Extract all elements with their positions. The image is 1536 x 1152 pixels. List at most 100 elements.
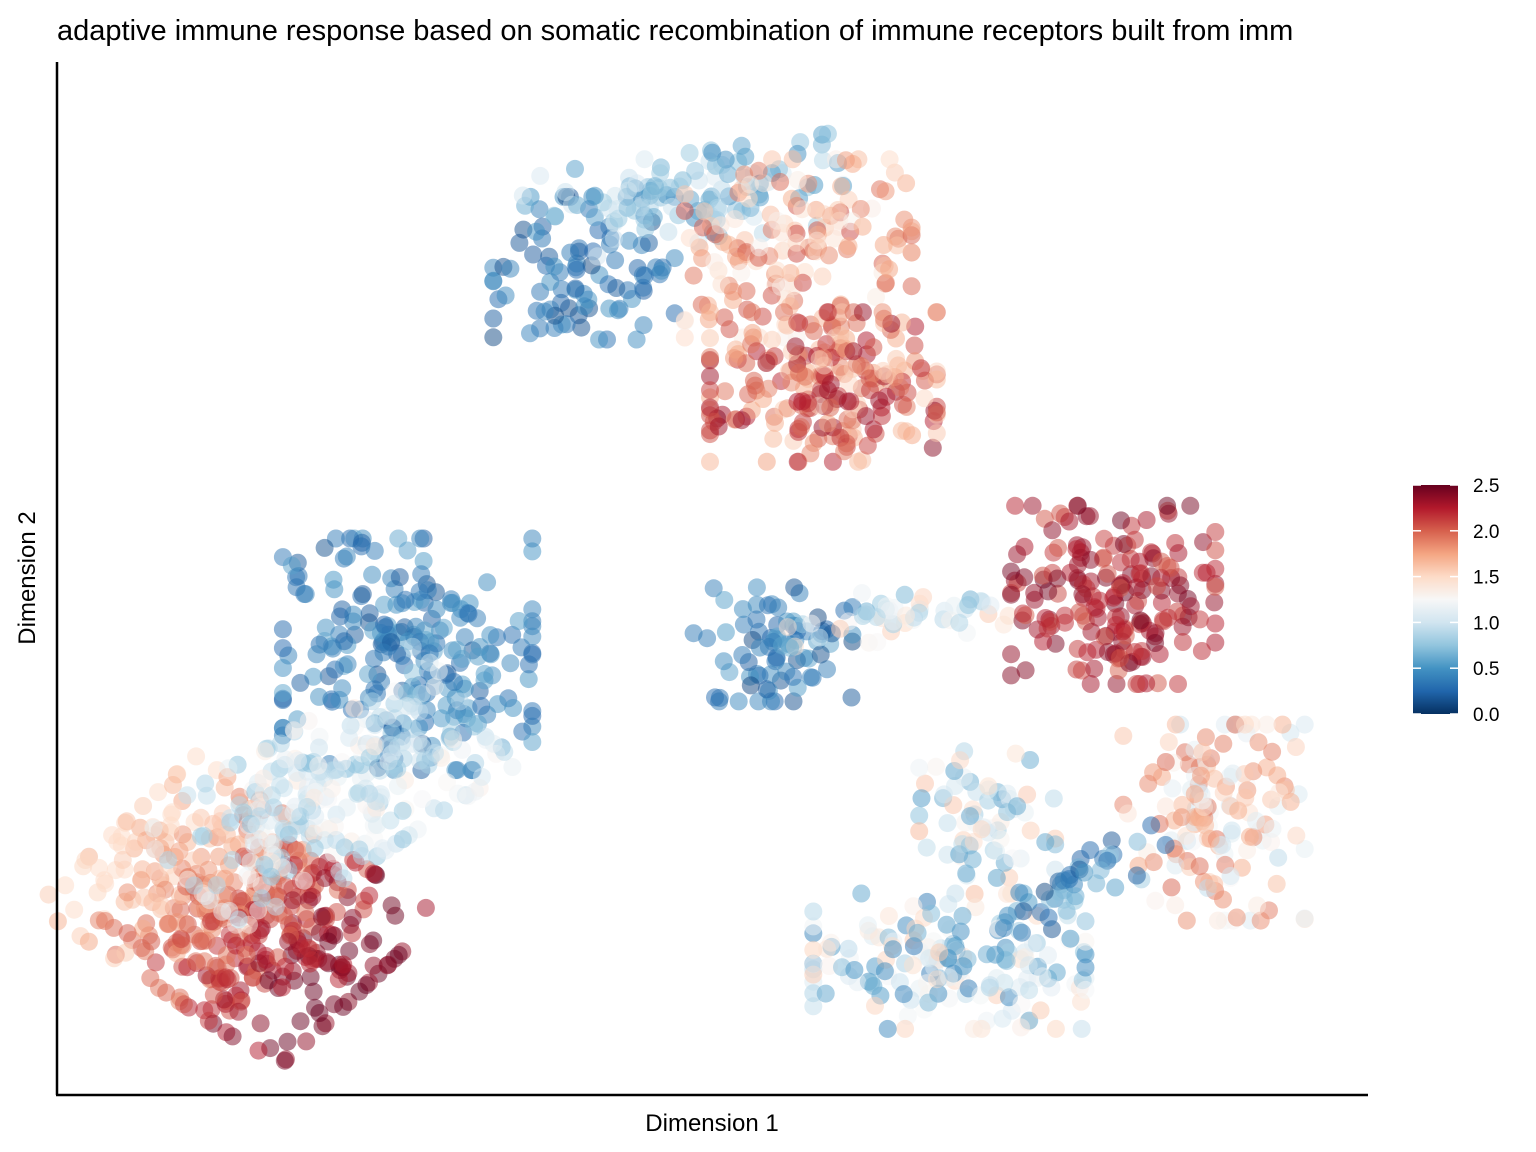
data-point [766,413,784,432]
data-point [388,759,407,778]
data-point [334,869,353,888]
data-point [896,1019,915,1038]
data-point [769,598,788,617]
data-point [289,751,307,770]
data-point [345,699,364,718]
data-point [1214,783,1233,802]
data-point [1263,742,1282,761]
data-point [1166,715,1185,734]
data-point [466,754,485,772]
data-point [132,871,151,890]
data-point [223,851,242,869]
data-point [315,869,334,888]
data-point [876,182,895,201]
data-point [1039,908,1058,927]
data-point [572,318,591,337]
data-point [908,923,927,942]
data-point [853,217,872,236]
data-point [199,1011,218,1030]
data-point [930,943,949,962]
data-point [1076,932,1095,951]
data-point [1106,608,1125,627]
data-point [365,541,384,560]
data-point [813,267,832,286]
data-point [711,216,730,235]
data-point [375,595,394,614]
data-point [675,185,694,204]
data-point [741,175,759,194]
data-point [221,813,240,832]
data-point [103,826,122,845]
data-point [241,852,260,871]
data-point [1002,585,1021,604]
data-point [279,825,298,844]
data-point [296,585,315,604]
data-point [818,124,837,143]
data-point [374,643,393,662]
data-point [1192,766,1210,785]
data-point [1196,816,1215,835]
data-point [781,638,800,657]
data-point [981,976,999,995]
data-point [410,582,429,601]
data-point [701,303,719,322]
data-point [216,968,235,987]
data-point [839,939,858,958]
data-point [152,896,171,915]
data-point [413,737,431,756]
data-point [1208,911,1227,930]
data-point [1158,496,1177,515]
data-point [609,301,627,320]
data-point [126,832,145,851]
data-point [1247,811,1265,830]
data-point [1049,538,1067,557]
data-point [904,897,923,916]
data-point [927,424,946,443]
data-point [484,734,503,753]
data-point [113,850,132,869]
data-point [1002,645,1021,664]
data-point [867,608,886,627]
data-point [488,695,507,714]
data-point [191,932,210,951]
data-point [271,734,290,753]
data-point [256,742,274,761]
data-point [706,156,725,175]
data-point [297,1032,316,1051]
data-point [1142,816,1161,835]
data-point [447,640,466,659]
data-point [953,906,972,925]
data-point [804,917,823,936]
data-point [743,303,761,322]
data-point [1068,496,1087,515]
data-point [946,884,965,903]
data-point [300,954,319,973]
data-point [327,903,346,921]
data-point [568,196,586,215]
data-point [556,183,575,201]
data-point [163,803,182,822]
data-point [912,359,930,378]
data-point [1131,611,1150,630]
data-point [365,737,384,756]
data-point [412,565,431,584]
data-point [897,606,915,625]
data-point [1021,751,1040,769]
data-point [1012,1018,1030,1037]
data-point [902,218,921,237]
data-point [530,200,549,219]
data-point [695,202,714,221]
data-point [631,198,650,217]
data-point [292,939,311,958]
data-point [375,615,394,634]
data-point [946,777,964,795]
data-point [945,596,963,615]
data-point [619,181,638,200]
data-point [299,711,318,730]
data-point [1221,867,1240,885]
data-point [1098,564,1117,583]
data-point [763,150,782,169]
data-point [397,683,416,702]
data-point [923,438,942,457]
data-point [1137,511,1156,529]
